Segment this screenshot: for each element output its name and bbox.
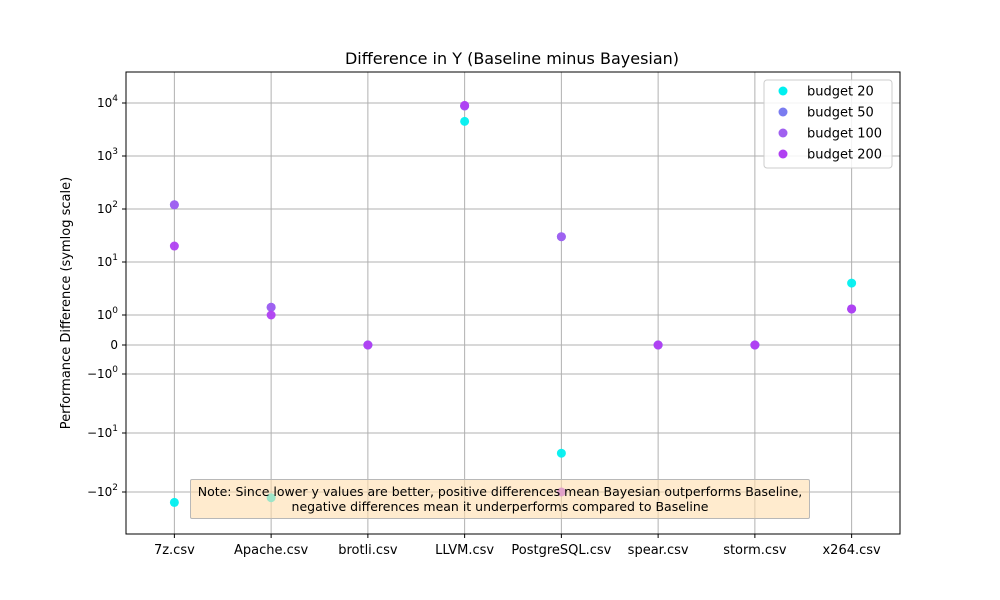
legend-marker xyxy=(778,128,788,138)
data-point-budget-200 xyxy=(169,241,179,251)
legend-label: budget 20 xyxy=(807,85,874,100)
x-tick-label: Apache.csv xyxy=(234,543,309,558)
data-point-budget-100 xyxy=(169,200,179,210)
x-tick-label: PostgreSQL.csv xyxy=(511,543,611,558)
data-point-budget-200 xyxy=(847,304,857,314)
legend-label: budget 50 xyxy=(807,106,874,121)
data-point-budget-200 xyxy=(653,340,663,350)
y-tick-label: 103 xyxy=(97,147,118,163)
chart-title: Difference in Y (Baseline minus Bayesian… xyxy=(345,49,679,68)
y-tick-label: 102 xyxy=(97,200,118,216)
data-point-budget-200 xyxy=(460,100,470,110)
data-point-budget-20 xyxy=(169,497,179,507)
y-tick-label: 104 xyxy=(97,94,118,110)
data-point-budget-20 xyxy=(847,278,857,288)
y-tick-label: 101 xyxy=(97,253,118,269)
y-tick-label: 100 xyxy=(97,306,118,322)
y-axis-label: Performance Difference (symlog scale) xyxy=(59,177,74,429)
y-tick-label: −101 xyxy=(87,424,118,440)
data-points xyxy=(169,100,857,507)
x-tick-label: storm.csv xyxy=(723,543,787,558)
legend-marker xyxy=(778,107,788,117)
note-box: Note: Since lower y values are better, p… xyxy=(190,479,810,519)
note-line-2: negative differences mean it underperfor… xyxy=(291,499,709,514)
legend-marker xyxy=(778,86,788,96)
y-tick-label: −102 xyxy=(87,483,118,499)
data-point-budget-20 xyxy=(556,448,566,458)
legend-box xyxy=(763,79,893,169)
y-tick-label: −100 xyxy=(87,365,118,381)
x-tick-label: brotli.csv xyxy=(338,543,398,558)
x-tick-label: 7z.csv xyxy=(154,543,195,558)
data-point-budget-100 xyxy=(556,232,566,242)
axes: 104 103 102 101 100 0 −100 −101 −102 7z.csv Apache… xyxy=(87,94,881,558)
data-point-budget-200 xyxy=(363,340,373,350)
y-tick-label: 0 xyxy=(110,338,118,352)
x-tick-label: LLVM.csv xyxy=(435,543,494,558)
data-point-budget-200 xyxy=(266,310,276,320)
legend-label: budget 200 xyxy=(807,148,882,163)
x-tick-label: x264.csv xyxy=(822,543,881,558)
note-line-1: Note: Since lower y values are better, p… xyxy=(197,484,803,499)
plot-frame xyxy=(125,71,901,535)
x-tick-label: spear.csv xyxy=(628,543,689,558)
legend-marker xyxy=(778,149,788,159)
data-point-budget-200 xyxy=(750,340,760,350)
legend: budget 20 budget 50 budget 100 budget 200 xyxy=(763,79,893,169)
legend-label: budget 100 xyxy=(807,127,882,142)
data-point-budget-100 xyxy=(266,302,276,312)
data-point-budget-20 xyxy=(460,116,470,126)
